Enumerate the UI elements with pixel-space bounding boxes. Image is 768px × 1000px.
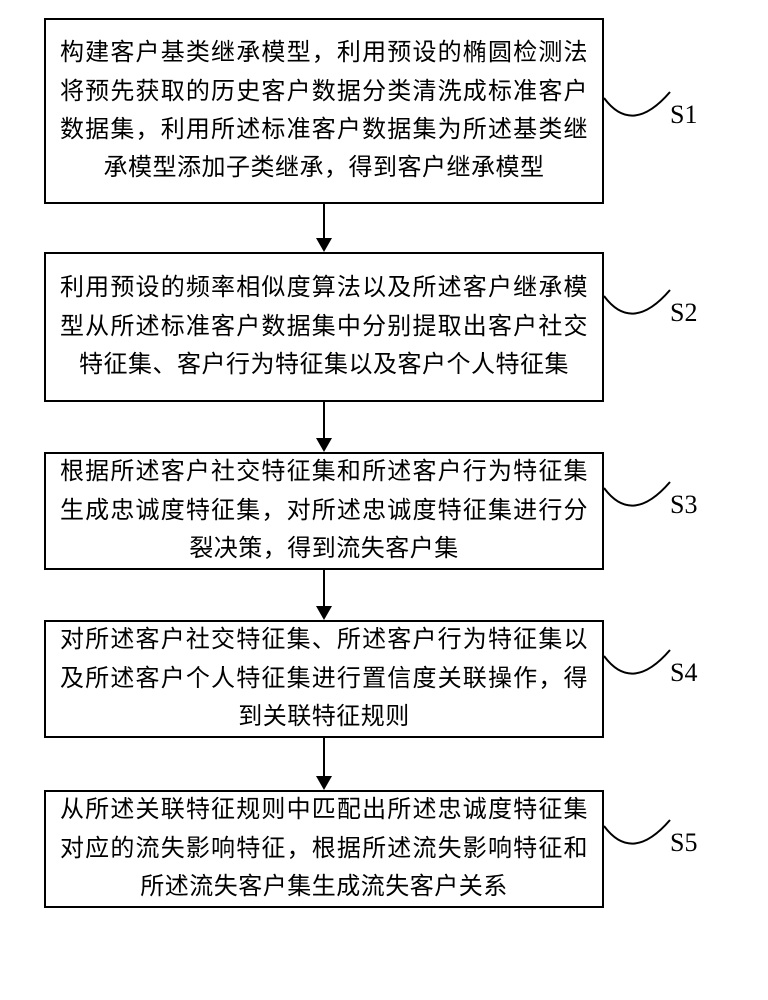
step-text-s1: 构建客户基类继承模型，利用预设的椭圆检测法将预先获取的历史客户数据分类清洗成标准… bbox=[60, 34, 588, 188]
step-box-s3: 根据所述客户社交特征集和所述客户行为特征集生成忠诚度特征集，对所述忠诚度特征集进… bbox=[44, 452, 604, 570]
step-label-s2: S2 bbox=[670, 298, 697, 328]
step-text-s3: 根据所述客户社交特征集和所述客户行为特征集生成忠诚度特征集，对所述忠诚度特征集进… bbox=[60, 453, 588, 568]
step-box-s1: 构建客户基类继承模型，利用预设的椭圆检测法将预先获取的历史客户数据分类清洗成标准… bbox=[44, 18, 604, 204]
flowchart-container: 构建客户基类继承模型，利用预设的椭圆检测法将预先获取的历史客户数据分类清洗成标准… bbox=[0, 0, 768, 1000]
curve-s3 bbox=[604, 478, 674, 520]
curve-s1 bbox=[604, 88, 674, 130]
curve-s4 bbox=[604, 646, 674, 688]
step-box-s5: 从所述关联特征规则中匹配出所述忠诚度特征集对应的流失影响特征，根据所述流失影响特… bbox=[44, 790, 604, 908]
step-text-s2: 利用预设的频率相似度算法以及所述客户继承模型从所述标准客户数据集中分别提取出客户… bbox=[60, 269, 588, 384]
step-box-s2: 利用预设的频率相似度算法以及所述客户继承模型从所述标准客户数据集中分别提取出客户… bbox=[44, 252, 604, 402]
step-label-s3: S3 bbox=[670, 490, 697, 520]
curve-s2 bbox=[604, 286, 674, 328]
step-box-s4: 对所述客户社交特征集、所述客户行为特征集以及所述客户个人特征集进行置信度关联操作… bbox=[44, 620, 604, 738]
step-text-s4: 对所述客户社交特征集、所述客户行为特征集以及所述客户个人特征集进行置信度关联操作… bbox=[60, 621, 588, 736]
curve-s5 bbox=[604, 816, 674, 858]
step-label-s4: S4 bbox=[670, 658, 697, 688]
step-text-s5: 从所述关联特征规则中匹配出所述忠诚度特征集对应的流失影响特征，根据所述流失影响特… bbox=[60, 791, 588, 906]
step-label-s1: S1 bbox=[670, 100, 697, 130]
step-label-s5: S5 bbox=[670, 828, 697, 858]
